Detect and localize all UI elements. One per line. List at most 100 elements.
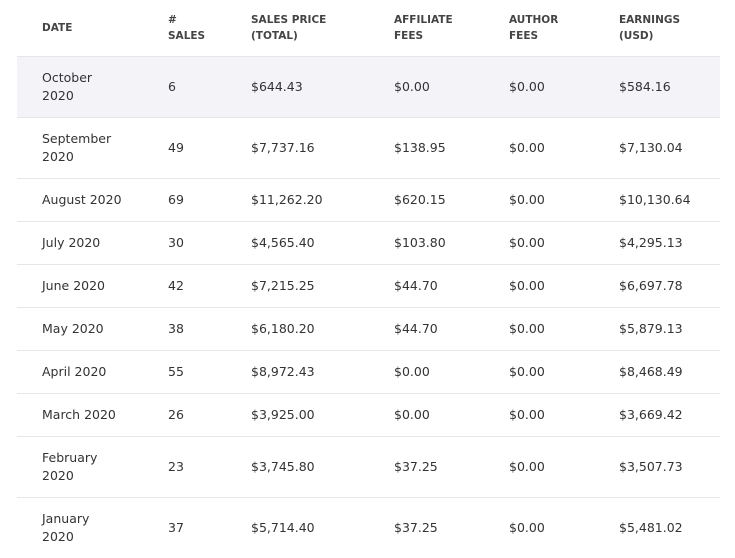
table-cell: January 2020 [17,498,168,558]
date-text: March 2020 [42,406,124,424]
header-text: DATE [42,20,168,36]
cell-text: $0.00 [509,321,545,336]
table-cell: $0.00 [509,118,619,179]
cell-text: $3,507.73 [619,459,683,474]
table-cell: August 2020 [17,179,168,222]
table-cell: $11,262.20 [251,179,394,222]
cell-text: $0.00 [509,459,545,474]
cell-text: $620.15 [394,192,446,207]
table-cell: $6,180.20 [251,308,394,351]
cell-text: $11,262.20 [251,192,323,207]
cell-text: $0.00 [394,407,430,422]
table-cell: March 2020 [17,394,168,437]
cell-text: $0.00 [509,140,545,155]
table-cell: $3,507.73 [619,437,720,498]
cell-text: $7,215.25 [251,278,315,293]
date-text: September 2020 [42,130,124,166]
sales-table: DATE # SALES SALES PRICE (TOTAL) AFFILIA… [17,0,720,558]
table-cell: $4,565.40 [251,222,394,265]
date-text: August 2020 [42,191,124,209]
table-cell: $10,130.64 [619,179,720,222]
table-cell: $620.15 [394,179,509,222]
cell-text: $3,669.42 [619,407,683,422]
cell-text: $0.00 [509,278,545,293]
table-cell: $0.00 [509,179,619,222]
cell-text: 69 [168,192,184,207]
header-cell: DATE [17,0,168,57]
header-text: AFFILIATE FEES [394,12,454,44]
cell-text: $7,130.04 [619,140,683,155]
table-cell: $4,295.13 [619,222,720,265]
table-cell: $7,737.16 [251,118,394,179]
table-cell: $37.25 [394,437,509,498]
cell-text: $37.25 [394,520,438,535]
table-cell: $0.00 [394,57,509,118]
header-text: EARNINGS (USD) [619,12,679,44]
cell-text: $584.16 [619,79,671,94]
table-cell: $0.00 [394,351,509,394]
table-cell: $0.00 [509,498,619,558]
cell-text: $5,481.02 [619,520,683,535]
table-cell: $44.70 [394,265,509,308]
table-cell: $0.00 [509,437,619,498]
cell-text: $0.00 [509,192,545,207]
cell-text: $6,697.78 [619,278,683,293]
cell-text: $0.00 [394,79,430,94]
cell-text: $44.70 [394,321,438,336]
table-cell: $7,130.04 [619,118,720,179]
table-cell: 69 [168,179,251,222]
cell-text: $8,468.49 [619,364,683,379]
header-cell: AFFILIATE FEES [394,0,509,57]
cell-text: $10,130.64 [619,192,691,207]
table-cell: $3,925.00 [251,394,394,437]
cell-text: 38 [168,321,184,336]
cell-text: 37 [168,520,184,535]
date-text: February 2020 [42,449,124,485]
table-cell: $5,879.13 [619,308,720,351]
header-text: AUTHOR FEES [509,12,569,44]
table-row: August 2020 69 $11,262.20 $620.15 $0.00 $10,1… [17,179,720,222]
cell-text: $5,714.40 [251,520,315,535]
table-cell: $8,972.43 [251,351,394,394]
table-cell: $644.43 [251,57,394,118]
table-cell: $0.00 [509,351,619,394]
cell-text: $6,180.20 [251,321,315,336]
table-cell: $3,669.42 [619,394,720,437]
table-cell: $103.80 [394,222,509,265]
table-cell: October 2020 [17,57,168,118]
cell-text: $4,565.40 [251,235,315,250]
cell-text: $0.00 [509,407,545,422]
cell-text: 42 [168,278,184,293]
table-cell: $37.25 [394,498,509,558]
table-cell: 55 [168,351,251,394]
cell-text: 30 [168,235,184,250]
cell-text: $3,745.80 [251,459,315,474]
cell-text: 6 [168,79,176,94]
cell-text: $0.00 [509,520,545,535]
header-cell: AUTHOR FEES [509,0,619,57]
cell-text: $4,295.13 [619,235,683,250]
table-cell: 49 [168,118,251,179]
table-cell: 30 [168,222,251,265]
table-cell: $44.70 [394,308,509,351]
table-cell: July 2020 [17,222,168,265]
cell-text: $44.70 [394,278,438,293]
header-cell: SALES PRICE (TOTAL) [251,0,394,57]
table-cell: 38 [168,308,251,351]
header-text: SALES PRICE (TOTAL) [251,12,331,44]
date-text: May 2020 [42,320,124,338]
table-row: May 2020 38 $6,180.20 $44.70 $0.00 $5,879.13 [17,308,720,351]
table-cell: $6,697.78 [619,265,720,308]
table-cell: $0.00 [509,222,619,265]
header-row: DATE # SALES SALES PRICE (TOTAL) AFFILIA… [17,0,720,57]
table-cell: May 2020 [17,308,168,351]
date-text: April 2020 [42,363,124,381]
table-cell: September 2020 [17,118,168,179]
cell-text: $5,879.13 [619,321,683,336]
